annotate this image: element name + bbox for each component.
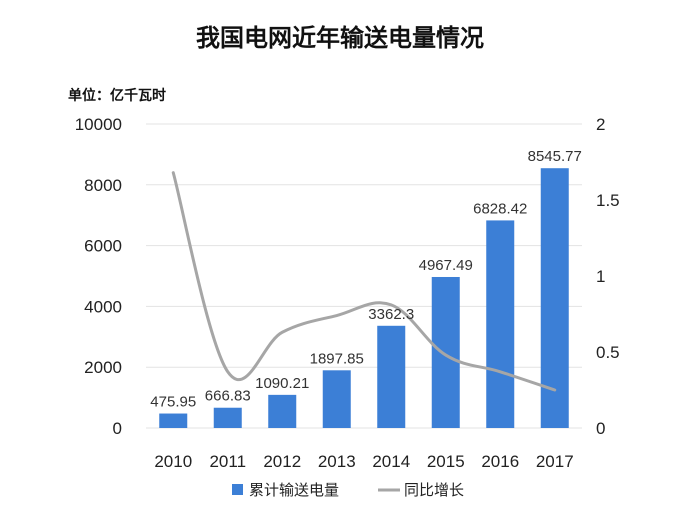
y-tick-left: 2000 bbox=[84, 358, 122, 377]
bar bbox=[268, 394, 297, 428]
x-axis: 2010 2011 2012 2013 2014 2015 2016 2017 bbox=[154, 452, 573, 471]
x-tick-label: 2011 bbox=[209, 452, 246, 471]
bar-series bbox=[159, 168, 569, 428]
y-tick-left: 10000 bbox=[75, 115, 122, 134]
bar-data-label: 4967.49 bbox=[419, 257, 473, 274]
y-tick-left: 4000 bbox=[84, 297, 122, 316]
legend-label-line: 同比增长 bbox=[404, 481, 464, 499]
x-tick-label: 2010 bbox=[154, 452, 192, 471]
right-axis: 0 0.5 1 1.5 2 bbox=[596, 115, 620, 438]
bar bbox=[431, 276, 460, 428]
bar-data-label: 6828.42 bbox=[473, 200, 527, 217]
y-tick-left: 6000 bbox=[84, 237, 122, 256]
bar bbox=[486, 220, 515, 428]
y-tick-left: 0 bbox=[113, 419, 122, 438]
x-tick-label: 2016 bbox=[481, 452, 519, 471]
bar-data-label: 1090.21 bbox=[255, 375, 309, 392]
bar bbox=[322, 370, 351, 428]
y-tick-left: 8000 bbox=[84, 176, 122, 195]
y-tick-right: 2 bbox=[596, 115, 605, 134]
bar-data-label: 8545.77 bbox=[528, 148, 582, 165]
y-tick-right: 1 bbox=[596, 267, 605, 286]
y-tick-right: 1.5 bbox=[596, 191, 620, 210]
bar bbox=[540, 168, 569, 428]
x-tick-label: 2017 bbox=[536, 452, 574, 471]
unit-label: 单位：亿千瓦时 bbox=[68, 87, 166, 104]
bar bbox=[213, 407, 242, 428]
y-tick-right: 0 bbox=[596, 419, 605, 438]
x-tick-label: 2014 bbox=[372, 452, 410, 471]
left-axis: 0 2000 4000 6000 8000 10000 bbox=[75, 115, 122, 438]
bar-data-label: 3362.3 bbox=[368, 306, 414, 323]
bar-data-label: 1897.85 bbox=[310, 350, 364, 367]
bar-data-label: 475.95 bbox=[150, 394, 196, 411]
legend-label-bar: 累计输送电量 bbox=[249, 481, 339, 499]
x-tick-label: 2015 bbox=[427, 452, 465, 471]
grid-lines bbox=[146, 123, 582, 429]
y-tick-right: 0.5 bbox=[596, 343, 620, 362]
x-tick-label: 2012 bbox=[263, 452, 301, 471]
chart-title: 我国电网近年输送电量情况 bbox=[196, 24, 484, 52]
legend: 累计输送电量 同比增长 bbox=[232, 481, 464, 499]
x-tick-label: 2013 bbox=[318, 452, 356, 471]
bar bbox=[159, 413, 188, 428]
line-series bbox=[171, 171, 557, 392]
bar bbox=[377, 325, 406, 428]
legend-swatch-bar bbox=[232, 484, 243, 495]
bar-data-label: 666.83 bbox=[205, 388, 251, 405]
